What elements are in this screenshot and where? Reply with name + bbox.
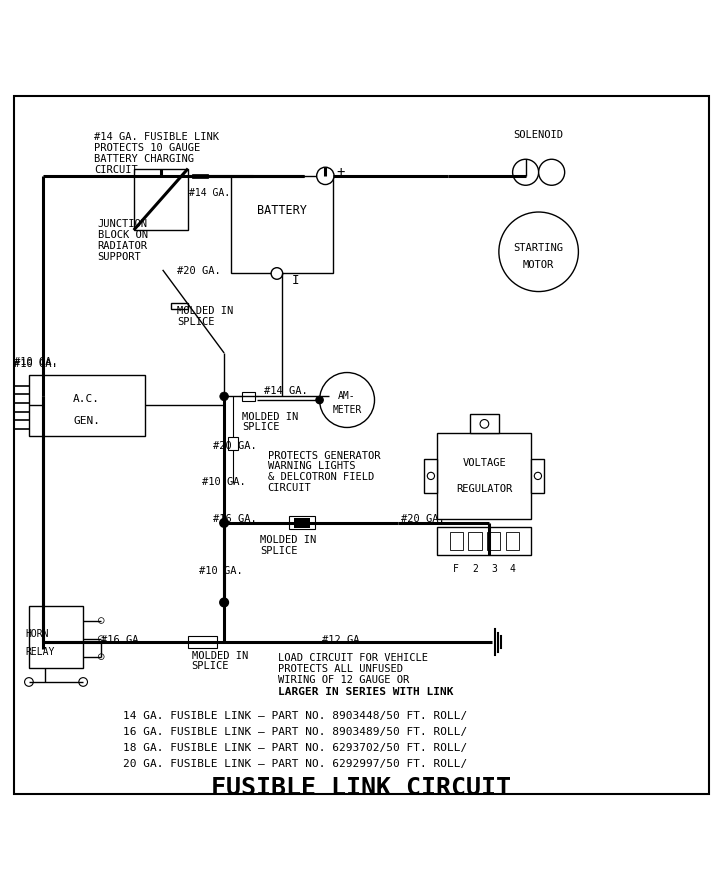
- FancyBboxPatch shape: [29, 606, 83, 668]
- Text: & DELCOTRON FIELD: & DELCOTRON FIELD: [268, 472, 374, 482]
- Text: BATTERY CHARGING: BATTERY CHARGING: [94, 154, 194, 164]
- Text: SPLICE: SPLICE: [177, 316, 215, 327]
- Text: STARTING: STARTING: [513, 243, 564, 253]
- Text: #14 GA. FUSIBLE LINK: #14 GA. FUSIBLE LINK: [94, 132, 219, 142]
- FancyBboxPatch shape: [242, 392, 255, 401]
- FancyBboxPatch shape: [188, 637, 217, 648]
- Circle shape: [98, 636, 104, 642]
- Text: WARNING LIGHTS: WARNING LIGHTS: [268, 461, 355, 471]
- Circle shape: [513, 159, 539, 185]
- FancyBboxPatch shape: [450, 532, 463, 550]
- Text: #10 GA.: #10 GA.: [202, 477, 247, 487]
- Circle shape: [98, 654, 104, 660]
- FancyBboxPatch shape: [231, 176, 333, 274]
- Text: A.C.: A.C.: [73, 394, 100, 404]
- Text: CIRCUIT: CIRCUIT: [94, 165, 138, 175]
- FancyBboxPatch shape: [506, 532, 519, 550]
- Text: MOLDED IN: MOLDED IN: [177, 306, 234, 316]
- Text: MOLDED IN: MOLDED IN: [242, 412, 299, 422]
- Text: PROTECTS GENERATOR: PROTECTS GENERATOR: [268, 451, 380, 460]
- Circle shape: [220, 392, 228, 401]
- Text: MOLDED IN: MOLDED IN: [192, 651, 248, 661]
- Text: HORN: HORN: [25, 628, 49, 638]
- Text: 14 GA. FUSIBLE LINK – PART NO. 8903448/50 FT. ROLL/: 14 GA. FUSIBLE LINK – PART NO. 8903448/5…: [123, 711, 467, 721]
- Text: AM-: AM-: [338, 392, 356, 401]
- Text: 2: 2: [472, 564, 478, 574]
- Text: CIRCUIT: CIRCUIT: [268, 483, 312, 493]
- Circle shape: [317, 167, 334, 184]
- Text: #14 GA.: #14 GA.: [189, 188, 230, 198]
- Circle shape: [534, 472, 542, 479]
- Circle shape: [480, 419, 489, 428]
- Circle shape: [79, 678, 87, 687]
- Text: MOTOR: MOTOR: [523, 260, 555, 270]
- Circle shape: [271, 267, 283, 279]
- FancyBboxPatch shape: [437, 527, 531, 555]
- Text: #10 GA.: #10 GA.: [199, 566, 243, 577]
- Text: #16 GA.: #16 GA.: [101, 635, 145, 645]
- FancyBboxPatch shape: [171, 303, 188, 309]
- Text: METER: METER: [333, 405, 362, 415]
- Text: #20 GA.: #20 GA.: [177, 266, 221, 276]
- Text: SPLICE: SPLICE: [260, 546, 298, 556]
- FancyBboxPatch shape: [437, 433, 531, 519]
- Text: #12 GA.: #12 GA.: [322, 635, 366, 645]
- Text: #20 GA.: #20 GA.: [401, 513, 445, 524]
- Text: #10 GA.: #10 GA.: [14, 357, 59, 367]
- FancyBboxPatch shape: [470, 415, 498, 433]
- Circle shape: [220, 519, 228, 527]
- Bar: [192, 173, 208, 178]
- Text: SPLICE: SPLICE: [192, 661, 229, 671]
- Text: SPLICE: SPLICE: [242, 423, 280, 433]
- Circle shape: [220, 598, 228, 607]
- Text: JUNCTION: JUNCTION: [98, 219, 147, 229]
- Text: WIRING OF 12 GAUGE OR: WIRING OF 12 GAUGE OR: [278, 675, 410, 685]
- Text: 3: 3: [491, 564, 497, 574]
- Text: VOLTAGE: VOLTAGE: [463, 458, 506, 468]
- Text: 18 GA. FUSIBLE LINK – PART NO. 6293702/50 FT. ROLL/: 18 GA. FUSIBLE LINK – PART NO. 6293702/5…: [123, 743, 467, 753]
- FancyBboxPatch shape: [424, 459, 437, 493]
- Text: RELAY: RELAY: [25, 647, 55, 657]
- Text: I: I: [291, 274, 299, 287]
- Text: #16 GA.: #16 GA.: [213, 513, 257, 524]
- Text: MOLDED IN: MOLDED IN: [260, 536, 317, 545]
- Text: FUSIBLE LINK CIRCUIT: FUSIBLE LINK CIRCUIT: [212, 776, 511, 800]
- FancyBboxPatch shape: [487, 532, 500, 550]
- Circle shape: [427, 472, 435, 479]
- Circle shape: [539, 159, 565, 185]
- Text: LOAD CIRCUIT FOR VEHICLE: LOAD CIRCUIT FOR VEHICLE: [278, 653, 428, 663]
- Text: SUPPORT: SUPPORT: [98, 252, 142, 262]
- Text: #14 GA.: #14 GA.: [264, 385, 308, 395]
- Circle shape: [316, 396, 323, 403]
- Text: 16 GA. FUSIBLE LINK – PART NO. 8903489/50 FT. ROLL/: 16 GA. FUSIBLE LINK – PART NO. 8903489/5…: [123, 727, 467, 737]
- FancyBboxPatch shape: [134, 169, 188, 230]
- Text: RADIATOR: RADIATOR: [98, 241, 147, 251]
- Text: +: +: [336, 165, 345, 180]
- FancyBboxPatch shape: [289, 517, 315, 529]
- Circle shape: [320, 373, 375, 427]
- Text: 4: 4: [510, 564, 515, 574]
- Text: GEN.: GEN.: [73, 416, 100, 426]
- Text: #20 GA.: #20 GA.: [213, 442, 257, 451]
- FancyBboxPatch shape: [531, 459, 544, 493]
- Text: PROTECTS 10 GAUGE: PROTECTS 10 GAUGE: [94, 143, 200, 154]
- FancyBboxPatch shape: [228, 437, 238, 450]
- Text: #10 GA.: #10 GA.: [14, 358, 59, 369]
- Text: BATTERY: BATTERY: [257, 204, 307, 216]
- Text: BLOCK ON: BLOCK ON: [98, 230, 147, 240]
- Text: SOLENOID: SOLENOID: [513, 130, 564, 139]
- Text: LARGER IN SERIES WITH LINK: LARGER IN SERIES WITH LINK: [278, 687, 454, 697]
- Text: 20 GA. FUSIBLE LINK – PART NO. 6292997/50 FT. ROLL/: 20 GA. FUSIBLE LINK – PART NO. 6292997/5…: [123, 759, 467, 769]
- Circle shape: [98, 618, 104, 623]
- Text: PROTECTS ALL UNFUSED: PROTECTS ALL UNFUSED: [278, 664, 403, 674]
- Bar: [294, 518, 310, 528]
- Text: F: F: [453, 564, 459, 574]
- Text: REGULATOR: REGULATOR: [456, 484, 513, 493]
- Circle shape: [25, 678, 33, 687]
- FancyBboxPatch shape: [469, 532, 482, 550]
- Circle shape: [499, 212, 578, 291]
- FancyBboxPatch shape: [29, 375, 145, 436]
